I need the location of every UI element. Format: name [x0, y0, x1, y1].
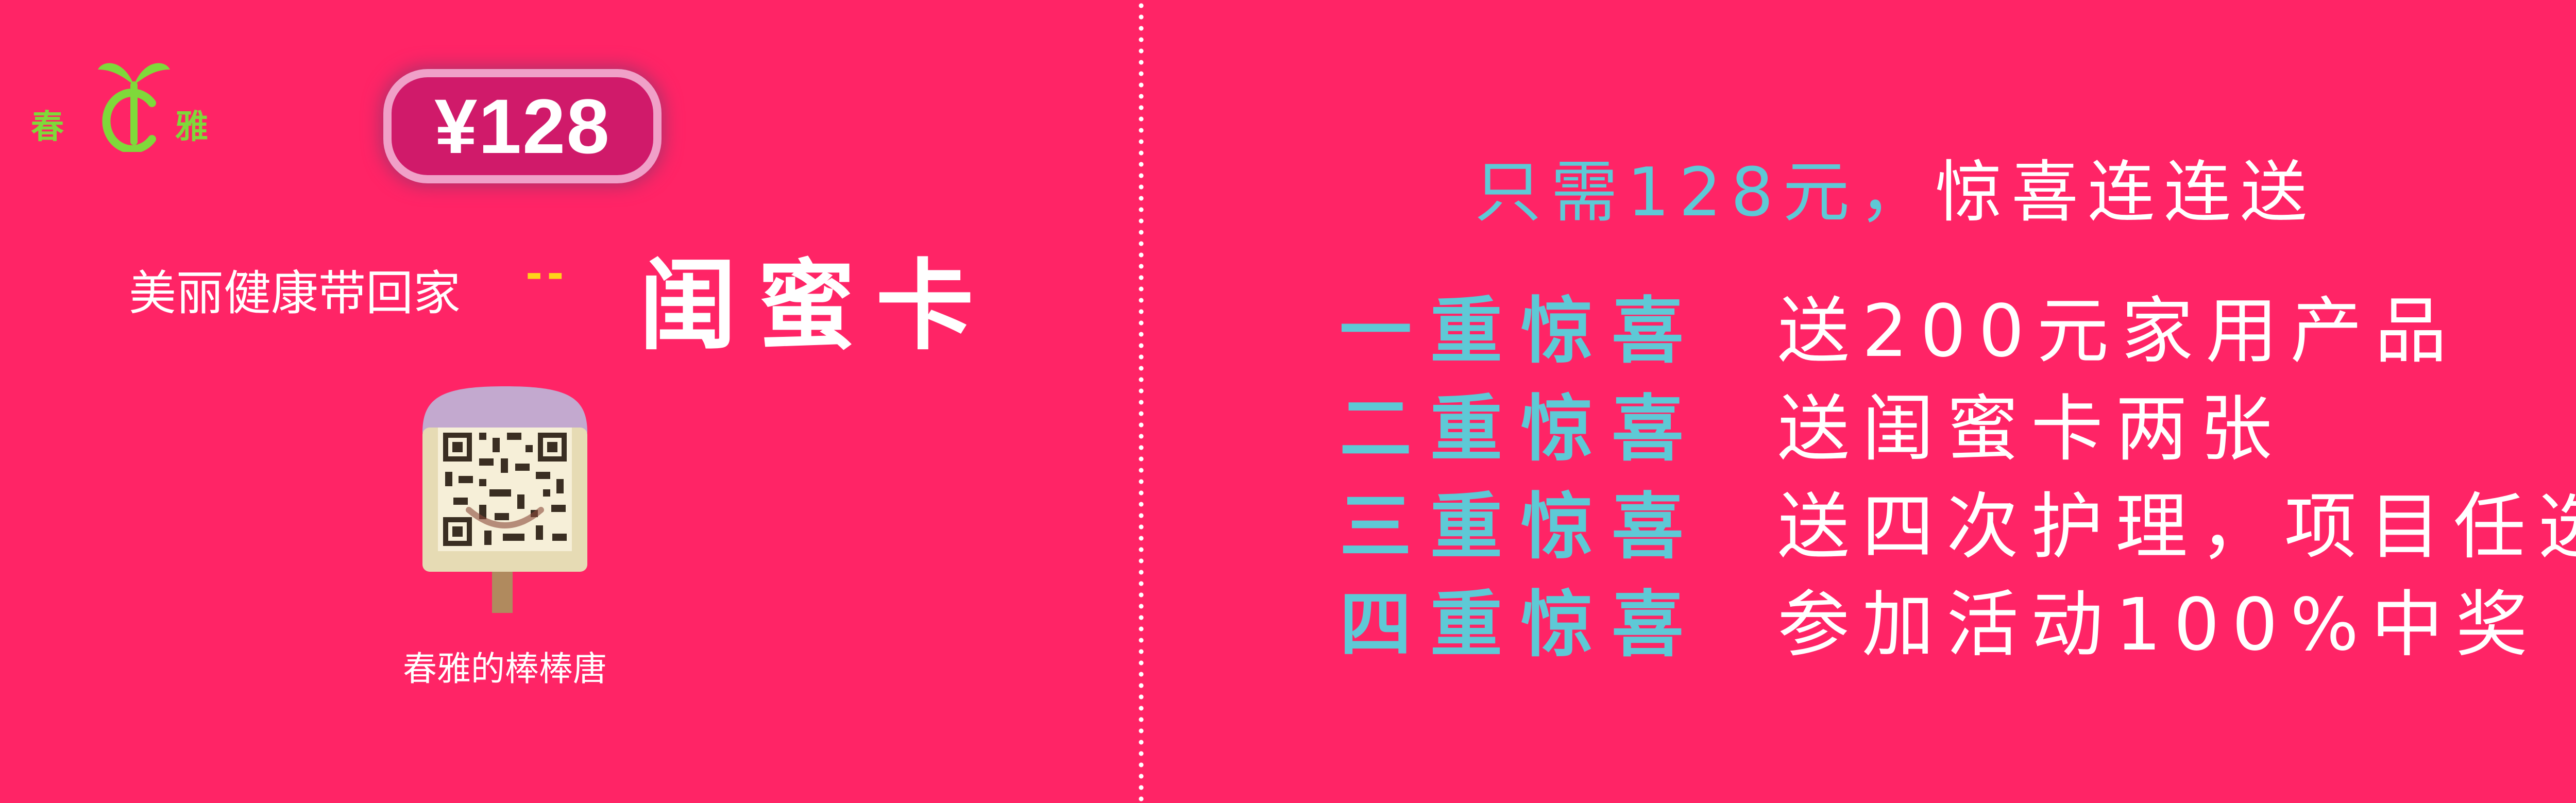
sprout-icon — [98, 63, 170, 152]
offer-row: 二重惊喜 送闺蜜卡两张 — [1340, 371, 2284, 475]
offer-level: 二重惊喜 — [1340, 387, 1703, 471]
tagline-separator: -- — [526, 250, 568, 298]
brand-char-left: 春 — [31, 108, 64, 146]
offer-row: 四重惊喜 参加活动100%中奖 — [1340, 567, 2540, 671]
offer-gift: 送四次护理，项目任选 — [1777, 485, 2576, 569]
offer-row: 一重惊喜 送200元家用产品 — [1340, 273, 2459, 377]
offer-gift: 送闺蜜卡两张 — [1777, 387, 2285, 471]
offer-level: 三重惊喜 — [1340, 485, 1703, 569]
headline-part-2: 惊喜连连送 — [1935, 153, 2317, 231]
brand-char-right: 雅 — [175, 108, 208, 146]
offer-row: 三重惊喜 送四次护理，项目任选 — [1340, 469, 2576, 573]
qr-code-icon — [422, 386, 587, 613]
headline-part-1: 只需128元， — [1475, 153, 1936, 231]
price-value: ¥128 — [434, 82, 611, 169]
card-name: 闺蜜卡 — [639, 249, 995, 363]
offer-gift: 送200元家用产品 — [1777, 289, 2460, 373]
offer-level: 四重惊喜 — [1340, 583, 1703, 667]
perforation-divider — [1138, 0, 1145, 803]
qr-caption: 春雅的棒棒唐 — [403, 649, 607, 689]
headline: 只需128元，惊喜连连送 — [1475, 138, 2316, 235]
tagline: 美丽健康带回家 — [129, 266, 461, 321]
price-badge: ¥128 — [392, 77, 653, 175]
offer-gift: 参加活动100%中奖 — [1777, 583, 2540, 667]
offer-level: 一重惊喜 — [1340, 289, 1703, 373]
brand-logo: 春 雅 — [31, 49, 227, 157]
